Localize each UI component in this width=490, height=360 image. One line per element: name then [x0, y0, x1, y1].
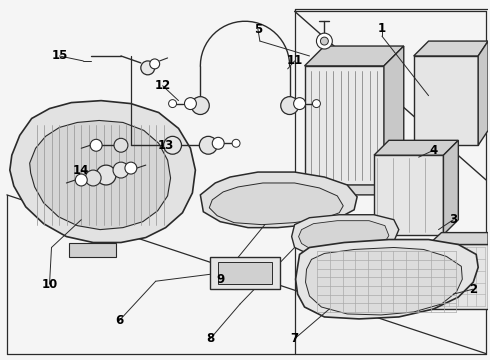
Circle shape — [75, 174, 87, 186]
Text: 14: 14 — [73, 163, 90, 176]
Circle shape — [313, 100, 320, 108]
Circle shape — [192, 96, 209, 114]
Circle shape — [281, 96, 298, 114]
Polygon shape — [414, 41, 488, 56]
Polygon shape — [429, 233, 488, 244]
Polygon shape — [305, 185, 394, 195]
Polygon shape — [414, 155, 443, 185]
Polygon shape — [443, 145, 453, 185]
Text: 10: 10 — [41, 278, 58, 291]
Text: 12: 12 — [154, 79, 171, 92]
Text: 3: 3 — [449, 213, 458, 226]
Circle shape — [114, 138, 128, 152]
Circle shape — [96, 165, 116, 185]
Polygon shape — [295, 239, 478, 319]
Text: 15: 15 — [51, 49, 68, 63]
Circle shape — [169, 100, 176, 108]
Circle shape — [85, 170, 101, 186]
Polygon shape — [478, 41, 488, 145]
Polygon shape — [209, 183, 343, 225]
Polygon shape — [200, 172, 357, 228]
Circle shape — [232, 139, 240, 147]
Polygon shape — [218, 262, 272, 284]
Polygon shape — [384, 46, 404, 185]
Polygon shape — [414, 145, 453, 155]
Circle shape — [212, 137, 224, 149]
Polygon shape — [305, 66, 384, 185]
Polygon shape — [414, 56, 478, 145]
Polygon shape — [306, 247, 462, 315]
Text: 13: 13 — [157, 139, 174, 152]
Polygon shape — [298, 221, 389, 251]
Circle shape — [125, 162, 137, 174]
Circle shape — [150, 59, 160, 69]
Text: 7: 7 — [291, 332, 299, 345]
Polygon shape — [443, 140, 458, 235]
Circle shape — [199, 136, 217, 154]
Circle shape — [164, 136, 181, 154]
Polygon shape — [30, 121, 171, 230]
Circle shape — [294, 98, 306, 109]
Polygon shape — [10, 100, 196, 243]
Polygon shape — [210, 257, 280, 289]
Text: 9: 9 — [216, 273, 224, 286]
Polygon shape — [292, 215, 399, 255]
Circle shape — [320, 37, 328, 45]
Circle shape — [184, 98, 196, 109]
Polygon shape — [70, 243, 116, 257]
Polygon shape — [374, 155, 443, 235]
Text: 6: 6 — [115, 314, 123, 327]
Text: 4: 4 — [429, 144, 438, 157]
Circle shape — [141, 61, 155, 75]
Circle shape — [113, 162, 129, 178]
Text: 5: 5 — [254, 23, 262, 36]
Text: 11: 11 — [287, 54, 303, 67]
Text: 2: 2 — [469, 283, 477, 296]
Polygon shape — [429, 244, 488, 309]
Circle shape — [317, 33, 332, 49]
Text: 8: 8 — [206, 332, 215, 345]
Circle shape — [90, 139, 102, 151]
Polygon shape — [374, 140, 458, 155]
Polygon shape — [305, 46, 404, 66]
Text: 1: 1 — [378, 22, 386, 35]
